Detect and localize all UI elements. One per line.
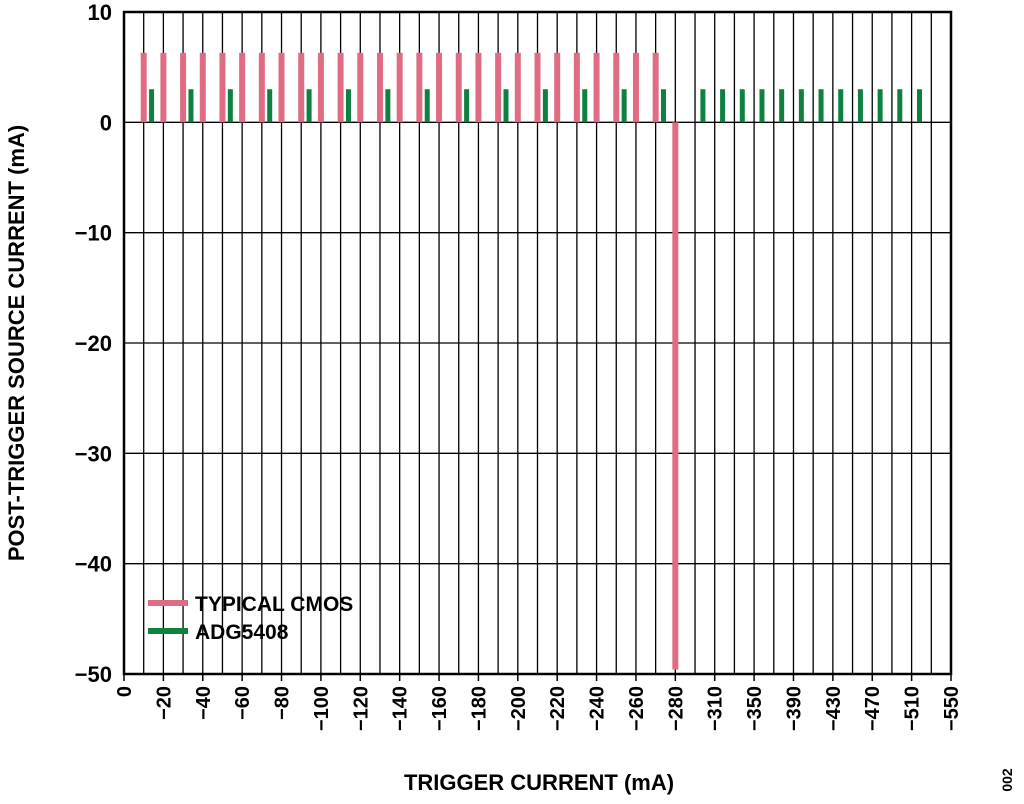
bar-adg5408 — [424, 89, 430, 123]
bar-adg5408 — [818, 89, 824, 123]
bar-typical-cmos — [357, 52, 364, 123]
bar-typical-cmos — [632, 52, 639, 123]
bar-adg5408 — [916, 89, 922, 123]
legend-label-typical-cmos: TYPICAL CMOS — [195, 593, 353, 616]
x-tick-label: −160 — [429, 686, 451, 731]
bar-adg5408 — [798, 89, 804, 123]
bar-adg5408 — [700, 89, 706, 123]
y-tick-label: −10 — [75, 221, 112, 246]
x-tick-label: −310 — [705, 686, 727, 731]
bar-typical-cmos — [672, 122, 679, 670]
x-tick-label: −100 — [311, 686, 333, 731]
x-tick-label: 0 — [114, 686, 136, 697]
bar-typical-cmos — [593, 52, 600, 123]
x-tick-label: −350 — [744, 686, 766, 731]
legend-swatch-typical-cmos — [148, 600, 188, 606]
x-tick-label: −180 — [468, 686, 490, 731]
bar-adg5408 — [267, 89, 273, 123]
bar-typical-cmos — [219, 52, 226, 123]
x-tick-label: −200 — [508, 686, 530, 731]
x-tick-label: −260 — [626, 686, 648, 731]
bar-typical-cmos — [140, 52, 147, 123]
bar-adg5408 — [779, 89, 785, 123]
bar-adg5408 — [464, 89, 470, 123]
x-tick-label: −20 — [153, 686, 175, 720]
bar-adg5408 — [720, 89, 726, 123]
bar-adg5408 — [897, 89, 903, 123]
bar-typical-cmos — [180, 52, 187, 123]
bar-typical-cmos — [298, 52, 305, 123]
x-tick-label: −120 — [350, 686, 372, 731]
y-tick-label: 0 — [100, 110, 112, 135]
bar-adg5408 — [621, 89, 627, 123]
y-axis-label: POST-TRIGGER SOURCE CURRENT (mA) — [4, 125, 29, 561]
bar-typical-cmos — [199, 52, 206, 123]
bar-adg5408 — [857, 89, 863, 123]
bar-adg5408 — [149, 89, 155, 123]
bar-typical-cmos — [160, 52, 167, 123]
figure-id-note: 002 — [999, 768, 1015, 792]
bar-adg5408 — [385, 89, 391, 123]
x-tick-label: −140 — [390, 686, 412, 731]
bar-adg5408 — [582, 89, 588, 123]
bar-adg5408 — [306, 89, 312, 123]
bar-typical-cmos — [317, 52, 324, 123]
x-tick-label: −550 — [941, 686, 963, 731]
bar-typical-cmos — [337, 52, 344, 123]
bar-typical-cmos — [416, 52, 423, 123]
bar-typical-cmos — [239, 52, 246, 123]
bar-typical-cmos — [475, 52, 482, 123]
bar-typical-cmos — [613, 52, 620, 123]
bar-adg5408 — [759, 89, 765, 123]
y-tick-label: −20 — [75, 331, 112, 356]
x-tick-label: −470 — [862, 686, 884, 731]
bar-typical-cmos — [278, 52, 285, 123]
bar-typical-cmos — [573, 52, 580, 123]
x-tick-label: −60 — [232, 686, 254, 720]
bar-typical-cmos — [652, 52, 659, 123]
legend-label-adg5408: ADG5408 — [195, 621, 289, 644]
x-tick-label: −430 — [823, 686, 845, 731]
bar-typical-cmos — [396, 52, 403, 123]
bar-typical-cmos — [258, 52, 265, 123]
bar-adg5408 — [877, 89, 883, 123]
bar-adg5408 — [661, 89, 667, 123]
bar-typical-cmos — [436, 52, 443, 123]
x-axis-label: TRIGGER CURRENT (mA) — [404, 770, 674, 795]
bar-typical-cmos — [554, 52, 561, 123]
x-tick-label: −280 — [665, 686, 687, 731]
y-tick-label: 10 — [88, 0, 112, 25]
bar-adg5408 — [503, 89, 509, 123]
data-bars — [140, 52, 922, 670]
y-tick-label: −30 — [75, 441, 112, 466]
x-tick-label: −240 — [587, 686, 609, 731]
axes: 100−10−20−30−40−500 −20 −40 −60 −80 −100 −120−… — [75, 0, 963, 731]
bar-adg5408 — [542, 89, 548, 123]
bar-typical-cmos — [495, 52, 502, 123]
x-tick-label: −220 — [547, 686, 569, 731]
legend-swatch-adg5408 — [148, 628, 188, 634]
bar-adg5408 — [227, 89, 233, 123]
x-tick-label: −390 — [783, 686, 805, 731]
bar-adg5408 — [345, 89, 351, 123]
bar-typical-cmos — [455, 52, 462, 123]
x-tick-label: −510 — [902, 686, 924, 731]
x-tick-label: −40 — [193, 686, 215, 720]
bar-typical-cmos — [534, 52, 541, 123]
bar-typical-cmos — [514, 52, 521, 123]
bar-adg5408 — [838, 89, 844, 123]
bar-adg5408 — [739, 89, 745, 123]
bar-adg5408 — [188, 89, 194, 123]
plot-frame — [122, 10, 953, 676]
legend: TYPICAL CMOS ADG5408 — [148, 593, 353, 644]
bar-typical-cmos — [376, 52, 383, 123]
x-tick-label: −80 — [272, 686, 294, 720]
y-tick-label: −40 — [75, 552, 112, 577]
y-tick-label: −50 — [75, 662, 112, 687]
